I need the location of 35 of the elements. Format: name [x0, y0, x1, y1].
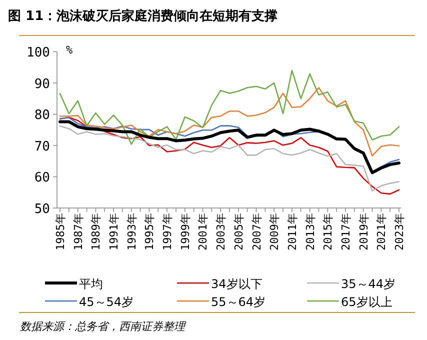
x-tick-label: 1997年 [161, 213, 174, 250]
y-axis-title: % [66, 44, 73, 57]
x-tick-label: 2015年 [322, 213, 335, 250]
y-tick-label: 90 [34, 76, 50, 92]
legend-label: 65岁以上 [341, 295, 392, 309]
x-tick-label: 2007年 [250, 213, 264, 250]
x-tick-label: 2013年 [304, 213, 317, 250]
x-tick-label: 1995年 [143, 213, 156, 250]
legend-label: 平均 [79, 277, 103, 291]
y-tick-label: 60 [34, 170, 50, 186]
x-tick-label: 2019年 [357, 213, 370, 250]
x-tick-label: 2021年 [375, 213, 388, 250]
legend-label: 55～64岁 [211, 295, 266, 309]
x-tick-label: 1989年 [90, 213, 103, 250]
legend-label: 45～54岁 [79, 295, 134, 309]
x-tick-label: 2009年 [268, 213, 282, 250]
legend-label: 34岁以下 [211, 277, 262, 291]
x-tick-label: 1987年 [72, 213, 85, 250]
x-tick-label: 1985年 [54, 213, 67, 250]
x-tick-label: 2011年 [286, 213, 299, 250]
chart-title: 图 11：泡沫破灭后家庭消费倾向在短期有支撑 [8, 8, 278, 24]
x-tick-label: 2017年 [339, 213, 352, 250]
source-note: 数据来源：总务省，西南证券整理 [20, 320, 187, 333]
x-tick-label: 2023年 [393, 213, 406, 250]
x-tick-label: 2001年 [196, 213, 210, 250]
x-tick-label: 2005年 [232, 213, 246, 250]
legend-label: 35～44岁 [341, 277, 396, 291]
x-tick-label: 1999年 [178, 213, 192, 250]
y-tick-label: 100 [26, 46, 50, 61]
x-tick-label: 1991年 [108, 213, 121, 250]
y-tick-label: 50 [34, 202, 50, 217]
x-tick-label: 2003年 [214, 213, 228, 250]
y-tick-label: 80 [34, 108, 50, 124]
x-tick-label: 1993年 [125, 213, 138, 250]
y-tick-label: 70 [34, 139, 50, 154]
